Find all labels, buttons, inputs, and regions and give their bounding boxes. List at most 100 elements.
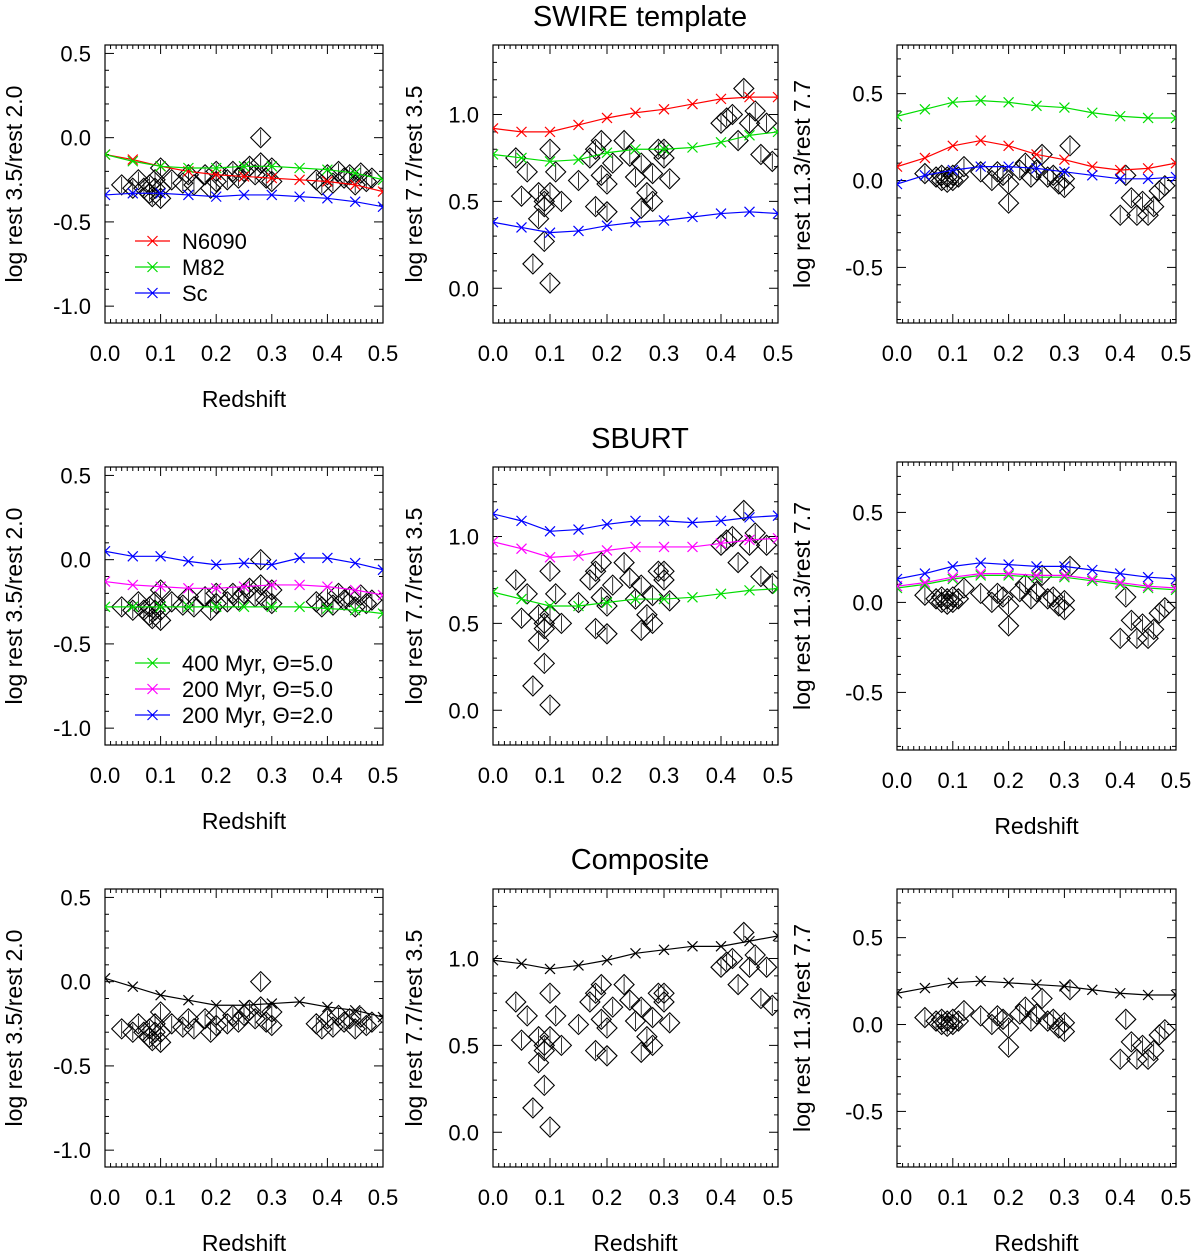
series-marker	[573, 154, 584, 166]
series-marker	[630, 143, 641, 155]
series-marker	[630, 541, 641, 553]
data-point	[630, 152, 652, 174]
data-point	[1031, 987, 1053, 1010]
data-point	[1020, 588, 1042, 610]
data-point	[986, 582, 1009, 605]
series-marker	[493, 536, 499, 548]
y-tick-label: 0.5	[60, 41, 91, 66]
data-point	[727, 551, 749, 574]
data-point	[138, 174, 161, 196]
data-point	[761, 572, 778, 595]
data-point	[647, 982, 670, 1005]
data-point	[596, 623, 618, 645]
data-point	[205, 1014, 227, 1037]
data-point	[647, 560, 670, 583]
series-marker	[1142, 173, 1154, 185]
data-point	[261, 1001, 283, 1023]
x-tick-label: 0.2	[201, 1185, 232, 1210]
data-point	[641, 1034, 664, 1057]
data-point	[216, 591, 239, 613]
data-point	[969, 1005, 992, 1027]
data-point	[160, 1013, 183, 1035]
data-point	[355, 1014, 378, 1037]
series-marker	[1086, 169, 1098, 181]
series-marker	[715, 208, 727, 219]
x-tick-label: 0.5	[763, 763, 794, 788]
plot-data	[105, 970, 383, 1054]
data-point	[127, 1013, 150, 1035]
data-point	[721, 103, 744, 126]
data-point	[160, 169, 183, 191]
data-point	[925, 588, 947, 610]
series-line	[493, 131, 778, 163]
panel-1-2: 0.0 0.1 0.2 0.3 0.4 0.5 -0.5 0.0 0.5 Redshift log …	[789, 461, 1191, 839]
series-marker	[516, 126, 527, 138]
data-point	[750, 987, 772, 1010]
series-marker	[544, 525, 556, 537]
series-marker	[1170, 112, 1176, 124]
data-point	[550, 612, 573, 635]
plot-data	[105, 545, 383, 632]
data-point	[997, 595, 1020, 617]
data-point	[936, 166, 958, 188]
series-marker	[321, 176, 333, 187]
x-tick-label: 0.1	[535, 1185, 566, 1210]
x-tick-label: 0.0	[90, 1185, 121, 1210]
series-marker	[516, 593, 527, 605]
data-point	[630, 619, 652, 642]
series-marker	[897, 110, 903, 122]
data-point	[1053, 176, 1076, 199]
series-marker	[349, 196, 361, 208]
series-marker	[155, 581, 167, 593]
data-point	[233, 1004, 255, 1027]
x-tick-label: 0.1	[938, 341, 969, 366]
legend-label: N6090	[182, 229, 247, 254]
series-marker	[321, 552, 333, 564]
data-point	[1036, 166, 1059, 188]
data-point	[947, 588, 970, 610]
x-axis-label: Redshift	[202, 386, 287, 412]
data-point	[1137, 204, 1159, 227]
series-marker	[1058, 569, 1070, 581]
plot-data	[897, 555, 1176, 650]
data-point	[544, 1005, 567, 1027]
data-point	[127, 591, 150, 613]
series-marker	[210, 601, 222, 613]
x-tick-label: 0.1	[145, 341, 176, 366]
series-marker	[687, 211, 698, 223]
series-marker	[377, 608, 383, 620]
series-marker	[573, 119, 584, 131]
series-marker	[975, 95, 987, 107]
data-point	[733, 77, 755, 100]
series-marker	[294, 162, 306, 174]
series-marker	[919, 152, 931, 164]
data-point	[539, 272, 561, 294]
data-point	[550, 1034, 573, 1057]
series-marker	[349, 604, 361, 616]
data-point	[1048, 173, 1070, 195]
series-marker	[493, 586, 499, 598]
data-point	[1142, 195, 1165, 218]
y-tick-label: -0.5	[845, 680, 883, 705]
data-point	[969, 582, 992, 605]
series-marker	[1170, 584, 1176, 596]
series-marker	[658, 215, 670, 226]
series-marker	[658, 593, 670, 605]
series-marker	[744, 935, 755, 947]
data-point	[216, 169, 239, 191]
legend-marker	[147, 287, 158, 299]
x-axis-label: Redshift	[593, 1230, 678, 1256]
series-marker	[658, 103, 670, 115]
data-point	[533, 230, 556, 253]
y-axis-label: log rest 11.3/rest 7.7	[789, 80, 815, 288]
data-point	[1048, 595, 1070, 617]
legend-label: M82	[182, 255, 225, 280]
series-marker	[1031, 560, 1042, 572]
data-point	[590, 973, 613, 996]
x-tick-label: 0.2	[201, 763, 232, 788]
data-point	[601, 152, 624, 174]
data-point	[1115, 1008, 1137, 1031]
series-marker	[947, 164, 959, 176]
series-marker	[294, 174, 306, 186]
data-point	[636, 603, 658, 626]
